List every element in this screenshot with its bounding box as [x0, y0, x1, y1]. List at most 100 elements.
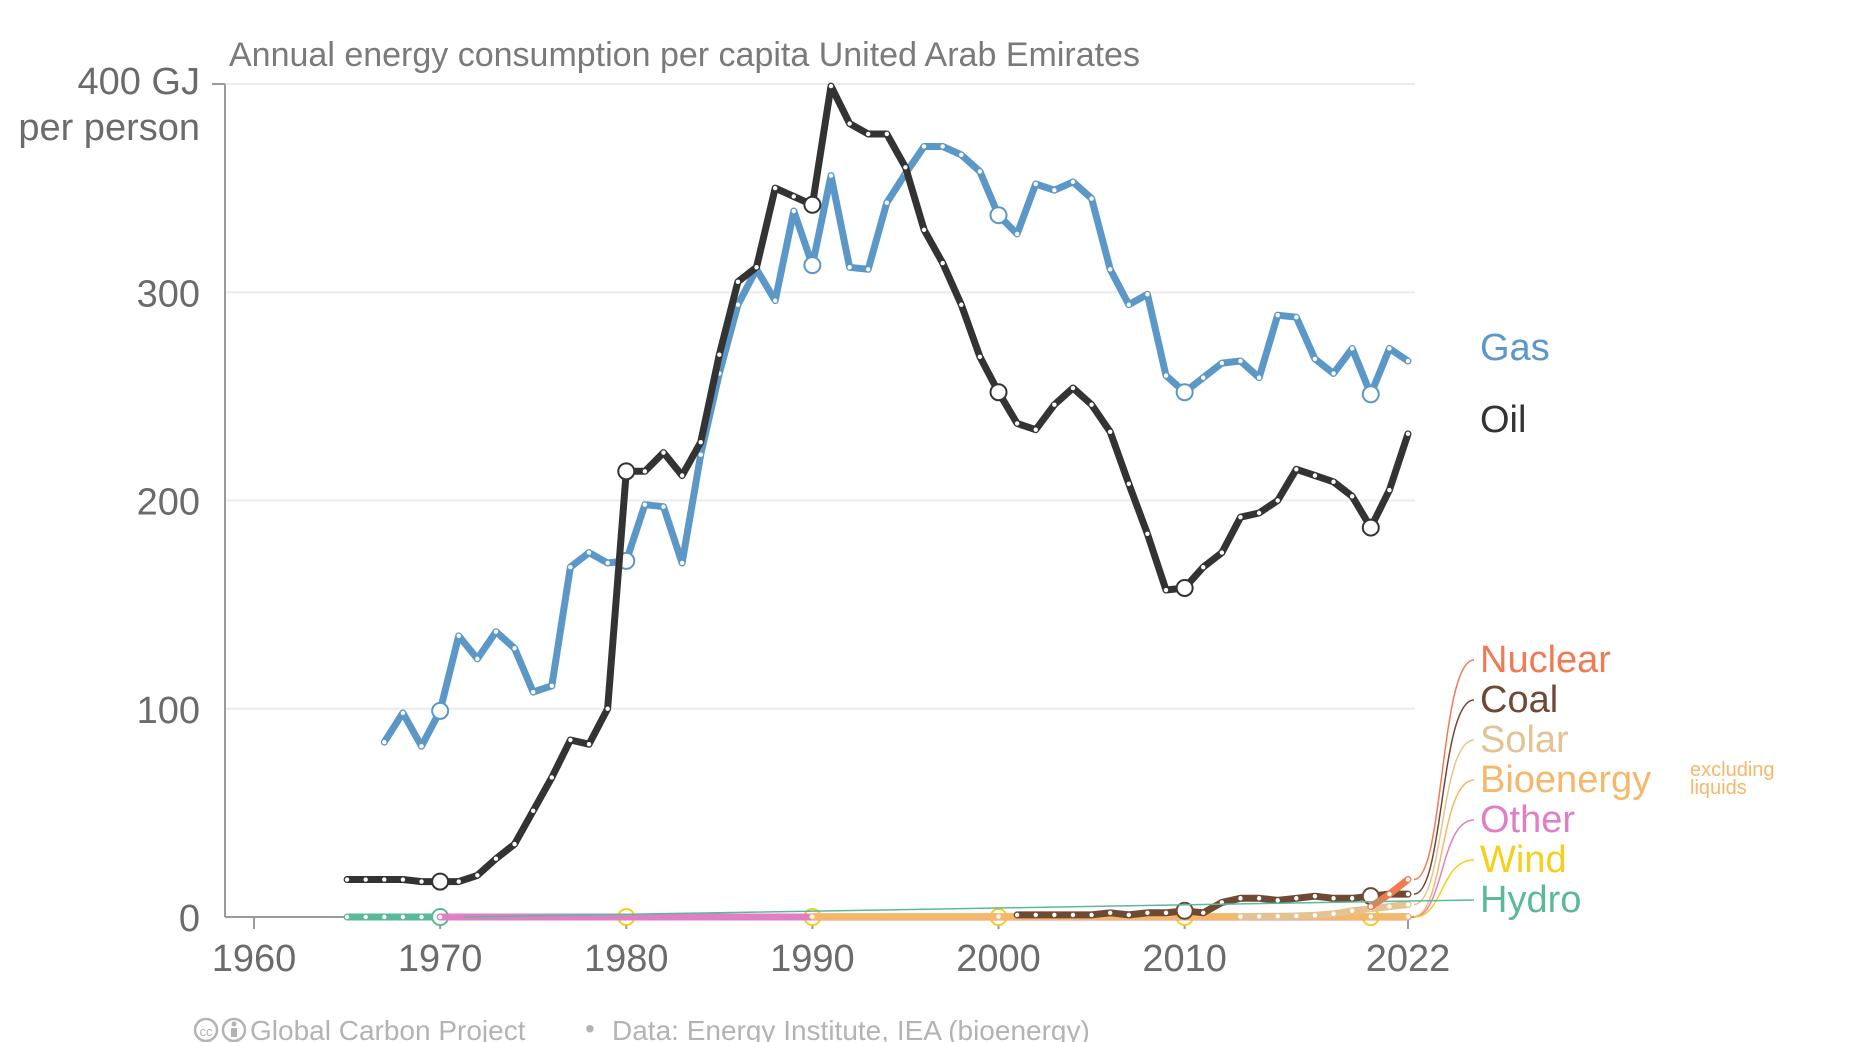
footer-source-right: Data: Energy Institute, IEA (bioenergy): [612, 1015, 1090, 1042]
oil-point: [959, 302, 964, 307]
gas-point: [1349, 346, 1355, 351]
legend-label-wind: Wind: [1480, 839, 1567, 881]
oil-point: [419, 879, 424, 884]
oil-point: [828, 83, 834, 89]
legend-label-nuclear: Nuclear: [1480, 639, 1611, 681]
legend-leader-nuclear: [1413, 659, 1475, 881]
legend-label-solar: Solar: [1480, 719, 1569, 761]
gas-point: [772, 298, 778, 303]
y-tick-label-100: 100: [137, 690, 200, 732]
legend-leader-wind: [1413, 859, 1475, 918]
series-coal: [1013, 887, 1412, 920]
oil-point: [1126, 481, 1132, 487]
oil-point: [1275, 498, 1280, 503]
oil-point: [1312, 473, 1318, 478]
oil-point: [1294, 467, 1299, 472]
x-tick-labels: 1960 1970 1980 1990 2000 2010 2022: [212, 917, 1451, 980]
oil-point: [679, 473, 685, 478]
coal-point: [1126, 912, 1132, 918]
oil-point: [617, 462, 636, 481]
y-axis-unit-line2: per person: [18, 107, 200, 149]
solar-point: [1349, 908, 1355, 913]
coal-point: [1107, 910, 1113, 916]
gridlines: [212, 83, 1415, 710]
gas-point: [803, 256, 822, 275]
y-axis-unit-line1: 400 GJ: [77, 61, 200, 103]
oil-point: [803, 195, 822, 214]
gas-point: [475, 656, 480, 661]
oil-point: [400, 877, 406, 882]
other-point: [437, 914, 443, 920]
oil-point: [1349, 494, 1355, 499]
coal-point: [1349, 896, 1355, 901]
oil-point: [940, 260, 945, 266]
nuclear-point: [1405, 877, 1411, 882]
gas-point: [512, 646, 517, 651]
solar-line: [1237, 901, 1412, 921]
gas-point: [400, 710, 406, 716]
gas-point: [456, 633, 461, 639]
solar-point: [1294, 913, 1299, 919]
x-tick-label-2000: 2000: [956, 938, 1041, 980]
oil-point: [1387, 487, 1392, 493]
bioenergy-point: [996, 914, 1001, 919]
coal-point: [1014, 912, 1020, 918]
oil-point: [1107, 429, 1113, 434]
gas-point: [828, 173, 834, 178]
footer-source-left: Global Carbon Project: [250, 1015, 526, 1042]
gas-point: [1256, 375, 1262, 380]
y-tick-label-0: 0: [179, 898, 200, 940]
oil-point: [512, 841, 517, 847]
oil-point: [1033, 427, 1038, 432]
legend-note-line1: excluding: [1690, 759, 1775, 781]
oil-point: [754, 265, 759, 270]
gas-point: [431, 701, 450, 720]
gas-line: [380, 143, 1412, 750]
gas-point: [605, 560, 610, 566]
nuclear-point: [1387, 891, 1392, 897]
coal-point: [1033, 912, 1038, 918]
gas-point: [1033, 181, 1038, 187]
coal-point: [1312, 893, 1318, 899]
oil-point: [847, 121, 852, 126]
gas-point: [1294, 315, 1299, 320]
by-icon: [221, 1017, 247, 1042]
gas-point: [642, 502, 648, 507]
oil-point: [1175, 578, 1194, 597]
oil-point: [735, 279, 741, 285]
gas-point: [1331, 371, 1336, 376]
x-tick-label-1980: 1980: [584, 938, 669, 980]
bioenergy-point: [1368, 914, 1373, 919]
x-tick-label-1970: 1970: [398, 938, 483, 980]
chart-title: Annual energy consumption per capita Uni…: [229, 36, 1140, 74]
oil-point: [1331, 479, 1336, 484]
bioenergy-point: [1405, 914, 1411, 919]
gas-point: [940, 144, 945, 149]
oil-point: [717, 352, 722, 357]
solar-point: [1275, 913, 1280, 919]
x-tick-label-2010: 2010: [1142, 938, 1227, 980]
legend-leader-bioenergy: [1413, 779, 1475, 918]
gas-point: [382, 739, 387, 745]
x-tick-label-2022: 2022: [1366, 938, 1451, 980]
gas-point: [549, 683, 555, 689]
coal-point: [1145, 910, 1150, 916]
oil-point: [884, 131, 890, 137]
solar-point: [1387, 904, 1392, 909]
coal-point: [1275, 898, 1280, 903]
oil-point: [549, 775, 555, 780]
legend-leader-solar: [1413, 739, 1475, 906]
gas-point: [661, 504, 666, 509]
oil-point: [1361, 518, 1380, 537]
hydro-point: [344, 914, 350, 920]
gas-point: [698, 452, 703, 457]
coal-point: [1089, 912, 1094, 918]
oil-point: [344, 877, 350, 882]
gas-point: [1089, 196, 1094, 201]
x-tick-label-1990: 1990: [770, 938, 855, 980]
gas-point: [1405, 358, 1411, 364]
gas-point: [1145, 292, 1150, 297]
oil-point: [382, 877, 387, 882]
coal-line: [1013, 890, 1412, 919]
